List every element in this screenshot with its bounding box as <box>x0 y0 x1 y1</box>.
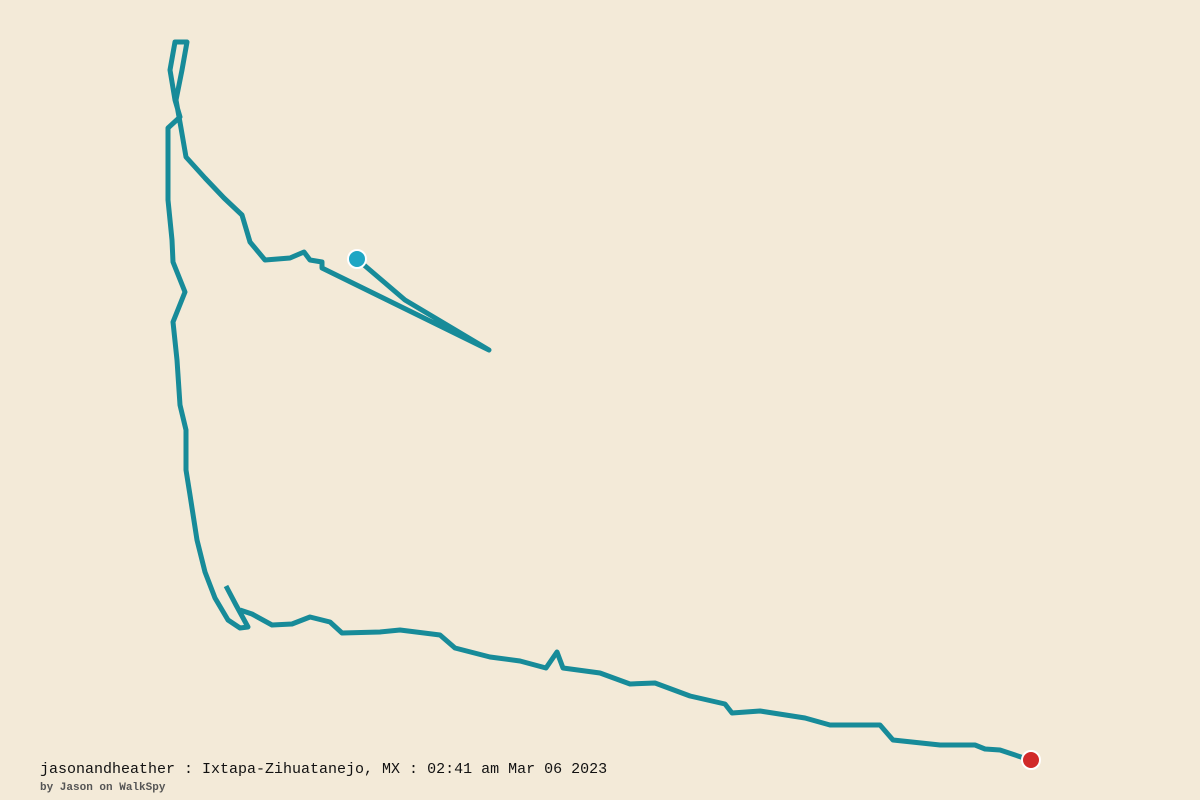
end-marker <box>1021 750 1041 770</box>
route <box>165 39 492 631</box>
route-south <box>239 607 1031 763</box>
caption-title: jasonandheather : Ixtapa-Zihuatanejo, MX… <box>40 761 608 778</box>
caption-credit: by Jason on WalkSpy <box>40 782 166 794</box>
start-marker <box>347 249 367 269</box>
